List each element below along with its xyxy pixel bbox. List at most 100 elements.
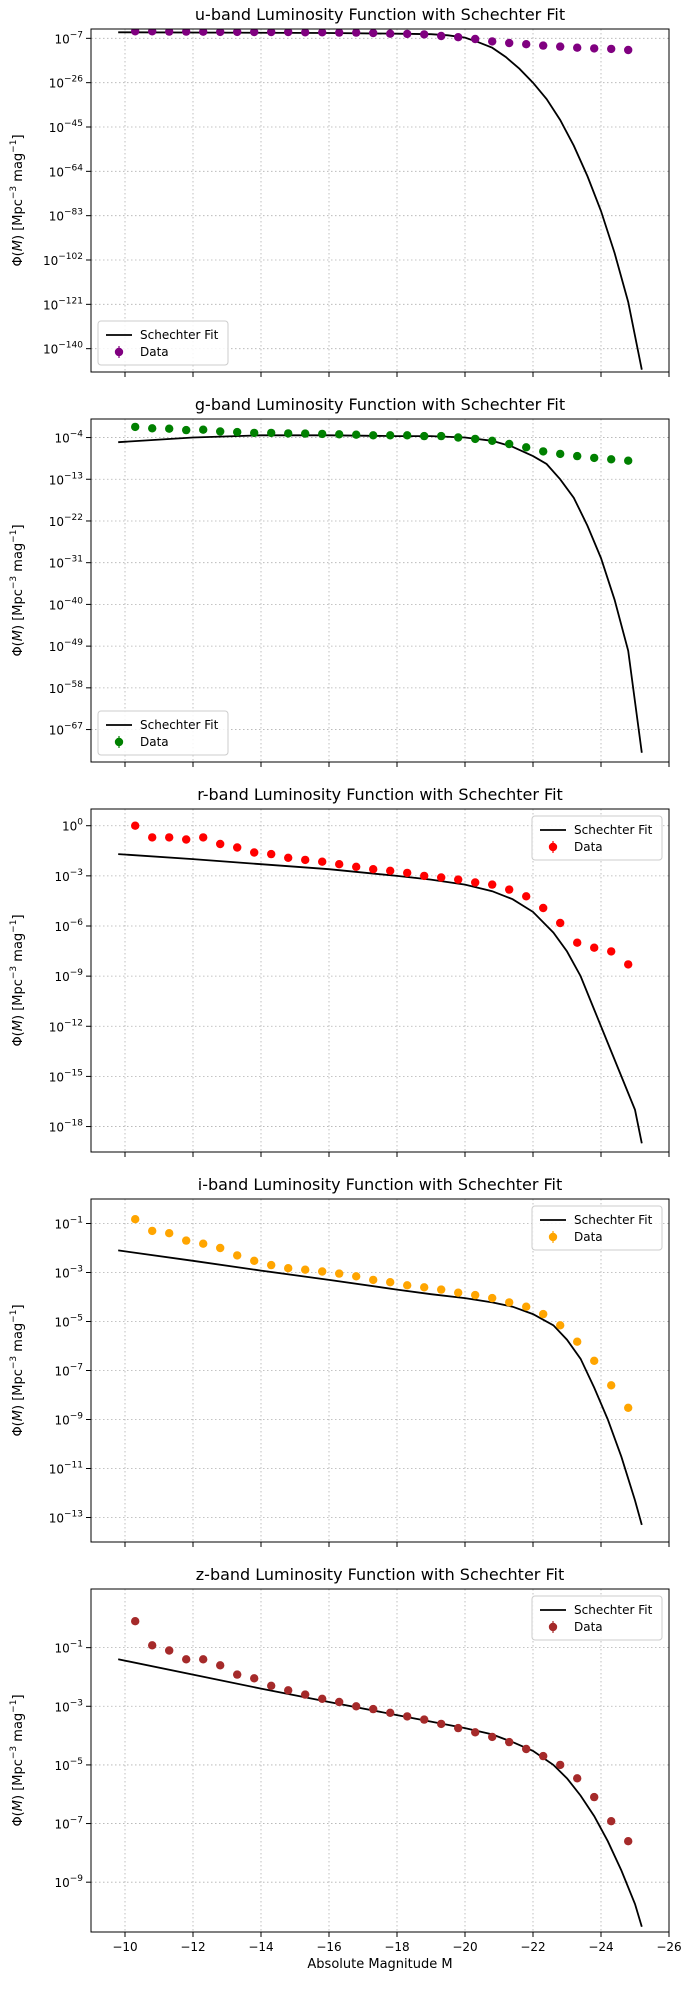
y-tick-label: 10−121: [43, 296, 83, 312]
tick-base: 10: [49, 1512, 64, 1526]
y-tick-label: 10−83: [49, 208, 83, 224]
tick-exponent: −67: [64, 722, 83, 732]
y-label-part: −1: [9, 1700, 19, 1713]
y-label-part: Φ(: [11, 1031, 26, 1046]
tick-base: 10: [43, 254, 58, 268]
tick-base: 10: [49, 557, 64, 571]
x-tick-label: −18: [384, 1940, 409, 1954]
data-point: [284, 429, 293, 438]
data-point: [505, 439, 514, 449]
x-axis-label: Absolute Magnitude M: [307, 1957, 452, 1972]
data-point: [301, 855, 310, 865]
legend-label-data: Data: [574, 1620, 603, 1634]
data-point: [607, 1381, 616, 1390]
data-point: [454, 875, 463, 884]
tick-exponent: −22: [64, 513, 83, 523]
y-tick-label: 10−22: [49, 513, 83, 529]
tick-base: 10: [49, 210, 64, 224]
data-point: [522, 892, 531, 901]
data-point: [250, 1256, 259, 1266]
data-point: [165, 424, 174, 433]
y-axis-label: Φ(M) [Mpc−3 mag−1]: [9, 1694, 26, 1826]
tick-exponent: −9: [70, 1412, 84, 1422]
data-point: [199, 29, 208, 36]
y-label-part: −3: [9, 966, 19, 979]
chart-title: u-band Luminosity Function with Schechte…: [195, 5, 565, 24]
data-point: [165, 1646, 174, 1655]
tick-exponent: −4: [70, 430, 84, 440]
data-point: [607, 455, 616, 464]
y-label-part: ]: [11, 1694, 26, 1699]
tick-exponent: −102: [58, 252, 83, 262]
y-tick-label: 10−58: [49, 680, 84, 696]
data-point: [386, 866, 395, 875]
data-point: [318, 1267, 327, 1276]
y-label-part: −1: [9, 1310, 19, 1323]
tick-base: 10: [54, 1365, 69, 1379]
data-point: [267, 1681, 276, 1691]
y-tick-label: 10−140: [43, 341, 83, 357]
y-tick-label: 10−45: [49, 119, 83, 135]
tick-exponent: −49: [64, 638, 83, 648]
data-point: [454, 1288, 463, 1297]
data-point: [420, 431, 429, 441]
y-label-part: −3: [9, 576, 19, 589]
data-point: [624, 45, 633, 55]
data-point: [199, 425, 208, 434]
tick-exponent: −3: [70, 868, 83, 878]
tick-exponent: −15: [64, 1068, 83, 1078]
legend-box: [97, 320, 229, 366]
tick-base: 10: [54, 1818, 69, 1832]
tick-base: 10: [49, 598, 64, 612]
x-tick-label: −10: [112, 1940, 137, 1954]
tick-exponent: −9: [70, 1874, 84, 1884]
legend-label-data: Data: [574, 1230, 603, 1244]
tick-base: 10: [49, 473, 64, 487]
schechter-fit-line: [118, 853, 643, 1144]
y-label-part: ) [Mpc: [11, 199, 26, 240]
data-point: [590, 453, 599, 463]
data-point: [386, 1278, 395, 1287]
legend-label-fit: Schechter Fit: [574, 1213, 653, 1227]
y-label-part: ) [Mpc: [11, 979, 26, 1020]
x-tick-label: −16: [316, 1940, 341, 1954]
data-point: [131, 422, 140, 432]
y-tick-label: 10−7: [54, 30, 83, 46]
data-point: [607, 44, 616, 54]
data-point: [556, 1760, 565, 1770]
data-point: [556, 449, 565, 459]
chart-panel: r-band Luminosity Function with Schechte…: [9, 785, 670, 1157]
data-point: [437, 873, 446, 882]
tick-exponent: −64: [64, 163, 83, 173]
tick-base: 10: [49, 1070, 64, 1084]
y-tick-label: 10−5: [54, 1314, 83, 1330]
chart-panel: i-band Luminosity Function with Schechte…: [9, 1175, 670, 1547]
tick-base: 10: [54, 1700, 69, 1714]
y-label-part: M: [11, 630, 26, 641]
tick-exponent: −5: [70, 1757, 83, 1767]
tick-exponent: 0: [77, 818, 83, 828]
data-point: [318, 1694, 327, 1704]
data-point: [403, 431, 412, 440]
y-label-part: M: [11, 1800, 26, 1811]
data-point: [590, 1356, 599, 1366]
legend-box: [97, 710, 229, 756]
data-point: [182, 425, 191, 435]
tick-exponent: −121: [58, 296, 83, 306]
data-point: [233, 1670, 242, 1679]
legend-marker-swatch: [548, 1622, 558, 1632]
data-point: [182, 1236, 191, 1245]
data-point: [148, 833, 157, 842]
y-tick-label: 10−12: [49, 1018, 83, 1034]
y-label-part: mag: [11, 153, 26, 186]
tick-base: 10: [54, 432, 69, 446]
legend-box: [531, 1595, 663, 1641]
tick-base: 10: [49, 1463, 64, 1477]
chart-panel: u-band Luminosity Function with Schechte…: [9, 5, 670, 377]
tick-exponent: −18: [64, 1119, 83, 1129]
y-label-part: mag: [11, 1713, 26, 1746]
data-point: [454, 33, 463, 42]
y-tick-label: 10−3: [54, 1265, 83, 1281]
y-tick-label: 10−7: [54, 1816, 83, 1832]
